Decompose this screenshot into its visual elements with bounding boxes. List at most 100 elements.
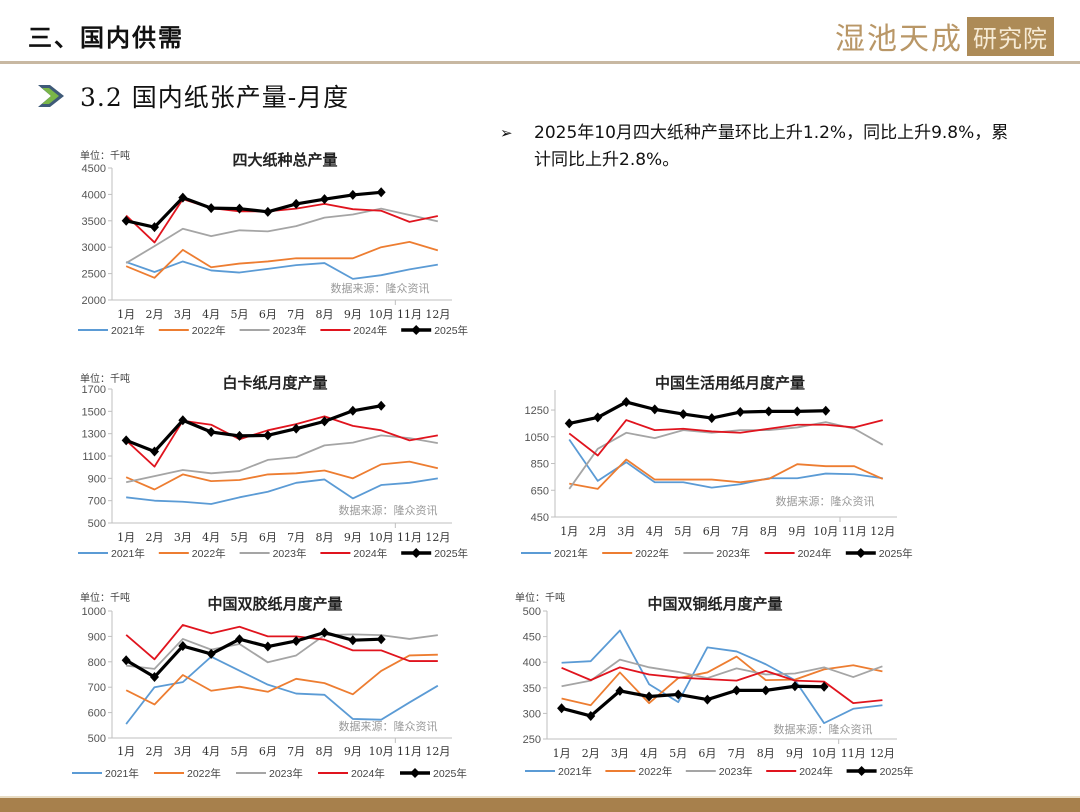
footer-bar [0,796,1080,812]
x-tick-label: 9月 [344,308,362,321]
legend-label: 2021年 [111,547,145,560]
data-point-marker [121,215,131,226]
x-tick-label: 8月 [760,525,778,538]
legend-label: 2021年 [111,324,145,337]
x-tick-label: 6月 [698,747,716,760]
brand-logo: 湿池天成 研究院 [835,14,1054,58]
data-point-marker [178,192,188,203]
y-tick-label: 3500 [82,216,106,228]
series-line-2025 [561,684,825,718]
series-line-2024 [125,198,439,244]
y-tick-label: 250 [523,734,541,746]
y-tick-label: 1050 [525,432,549,444]
y-tick-label: 900 [88,473,106,485]
data-point-marker [593,412,603,423]
y-tick-label: 500 [523,606,541,618]
series-line-2025 [125,404,382,454]
legend-label: 2021年 [558,765,592,778]
x-tick-label: 2月 [146,745,164,758]
data-point-marker [702,694,712,705]
chart-offset-paper: 中国双胶纸月度产量 单位：千吨 500 600 700 800 900 1000 1月 2月 3月 4… [72,591,467,780]
logo-box-text: 研究院 [967,16,1054,56]
x-tick-label: 3月 [611,747,629,760]
x-tick-label: 6月 [259,745,277,758]
x-tick-label: 8月 [316,531,334,544]
x-tick-label: 1月 [560,525,578,538]
x-tick-label: 12月 [425,745,450,758]
legend-marker [856,766,867,776]
series-line-2022 [569,458,884,490]
y-tick-label: 500 [88,518,106,530]
chart-coated-paper: 中国双铜纸月度产量 单位：千吨 250 300 350 400 450 500 1月 2月 3月 4月… [515,591,913,778]
y-tick-label: 3000 [82,242,106,254]
legend-label: 2024年 [353,547,387,560]
data-point-marker [564,418,574,429]
y-tick-label: 1500 [82,406,106,418]
legend-label: 2025年 [880,765,914,778]
chart-tissue: 中国生活用纸月度产量 450 650 850 1050 1250 1月 2月 3月 4月 5月 6月 7… [521,374,913,560]
y-tick-label: 500 [88,733,106,745]
x-tick-label: 4月 [646,525,664,538]
x-tick-label: 11月 [842,525,867,538]
data-point-marker [150,672,159,683]
data-point-marker [206,648,216,659]
series-line-2024 [561,666,883,705]
data-point-marker [348,189,358,200]
x-tick-label: 12月 [870,525,895,538]
x-tick-label: 4月 [202,745,220,758]
data-point-marker [291,423,301,434]
series-line-2024 [125,624,438,662]
series-line-2024 [125,415,438,468]
y-tick-label: 800 [88,657,106,669]
legend-label: 2022年 [192,547,226,560]
series-line-2023 [561,658,883,688]
data-point-marker [376,400,386,411]
x-tick-label: 9月 [788,525,806,538]
data-point-marker [178,641,188,652]
data-point-marker [263,430,273,441]
data-point-marker [821,405,831,416]
x-tick-label: 9月 [786,747,804,760]
x-tick-label: 5月 [231,745,249,758]
series-line-2021 [561,629,883,725]
data-point-marker [121,435,131,446]
x-tick-label: 2月 [146,308,164,321]
summary-bullet: ➢ 2025年10月四大纸种产量环比上升1.2%，同比上升9.8%，累计同比上升… [500,120,1020,174]
x-tick-label: 12月 [425,308,450,321]
legend-label: 2024年 [351,767,385,780]
series-line-2022 [125,241,439,279]
y-tick-label: 1000 [82,606,106,618]
chart-white-cardboard: 白卡纸月度产量 单位：千吨 500 700 900 1100 1300 1500 1700 1月 2… [78,372,468,560]
chart-title: 四大纸种总产量 [232,151,337,169]
subheading: 3.2 国内纸张产量-月度 [36,78,349,114]
x-tick-label: 7月 [287,745,305,758]
series-line-2023 [125,207,439,264]
legend-label: 2025年 [434,547,468,560]
series-line-2021 [126,477,438,505]
x-tick-label: 3月 [174,308,192,321]
y-tick-label: 450 [523,632,541,644]
data-point-marker [586,710,596,721]
data-point-marker [235,203,244,214]
y-tick-label: 1300 [82,429,106,441]
chart-total-production: 四大纸种总产量 单位：千吨 2000 2500 3000 3500 4000 4500 1月 2月… [78,149,468,337]
y-tick-label: 600 [88,708,106,720]
source-note: 数据来源：隆众资讯 [774,722,873,736]
source-note: 数据来源：隆众资讯 [776,494,875,508]
data-point-marker [376,634,386,645]
x-tick-label: 12月 [870,747,895,760]
chart-title: 中国生活用纸月度产量 [655,374,805,392]
data-point-marker [673,689,683,700]
y-tick-label: 700 [88,682,106,694]
data-point-marker [150,446,159,457]
data-point-marker [206,426,216,437]
legend-label: 2022年 [638,765,672,778]
y-tick-label: 1700 [82,384,106,396]
data-point-marker [819,681,829,692]
data-point-marker [348,635,358,646]
x-tick-label: 10月 [369,531,394,544]
legend-label: 2022年 [187,767,221,780]
x-tick-label: 2月 [589,525,607,538]
legend-label: 2023年 [719,765,753,778]
y-tick-label: 400 [523,657,541,669]
